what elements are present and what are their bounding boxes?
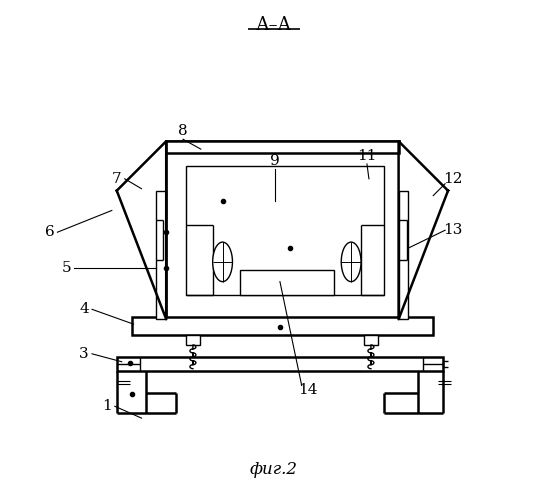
Polygon shape: [117, 141, 166, 319]
Text: 6: 6: [45, 225, 54, 239]
Text: фиг.2: фиг.2: [250, 461, 298, 478]
Text: 4: 4: [79, 302, 89, 316]
Bar: [117, 357, 443, 370]
Text: 11: 11: [357, 149, 377, 163]
Text: 14: 14: [298, 384, 317, 398]
Ellipse shape: [213, 242, 232, 282]
Text: 1: 1: [102, 399, 112, 413]
Bar: [240, 270, 334, 294]
Text: 9: 9: [270, 154, 280, 168]
Text: А–А: А–А: [256, 16, 292, 34]
Bar: [364, 335, 378, 345]
Text: 3: 3: [79, 347, 89, 361]
Bar: [399, 190, 409, 319]
Ellipse shape: [341, 242, 361, 282]
Text: 13: 13: [443, 223, 463, 237]
Bar: [166, 141, 399, 319]
Bar: [186, 335, 200, 345]
Bar: [166, 141, 399, 153]
Text: 5: 5: [61, 261, 71, 275]
Bar: [132, 317, 433, 335]
Polygon shape: [399, 141, 448, 319]
Bar: [186, 166, 384, 294]
Bar: [156, 190, 166, 319]
Text: 12: 12: [443, 172, 463, 186]
Text: 8: 8: [178, 124, 188, 138]
Text: 7: 7: [112, 172, 121, 186]
